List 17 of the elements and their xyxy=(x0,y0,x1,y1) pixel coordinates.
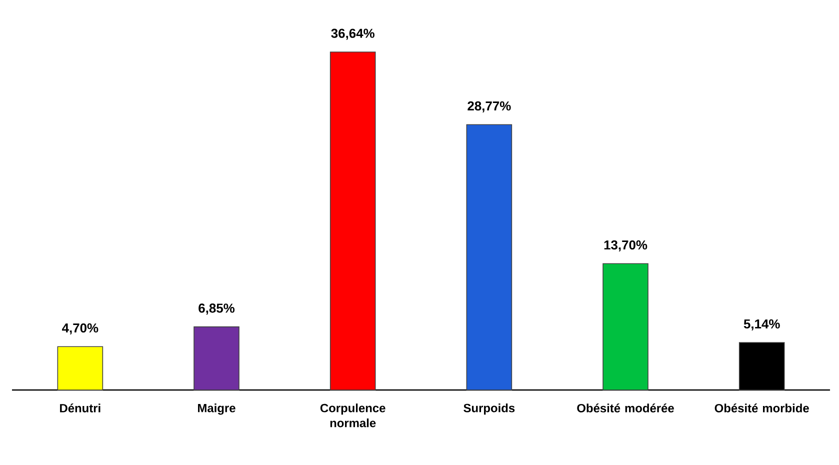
data-label: 28,77% xyxy=(468,101,511,112)
data-label: 5,14% xyxy=(744,319,780,330)
bar xyxy=(330,52,376,390)
bar xyxy=(466,124,512,390)
bar xyxy=(602,263,648,390)
bar xyxy=(57,346,104,390)
x-tick-label: Surpoids xyxy=(464,404,515,415)
x-tick-label: Maigre xyxy=(198,404,236,415)
data-label: 6,85% xyxy=(198,304,235,315)
x-tick-label: Dénutri xyxy=(60,404,100,412)
data-label: 4,70% xyxy=(62,323,98,334)
bar xyxy=(194,326,240,390)
data-label: 13,70% xyxy=(604,240,648,252)
x-tick-label: Obésité modérée xyxy=(577,404,674,412)
x-tick-label: Corpulence normale xyxy=(320,404,386,428)
x-tick-label: Obésité morbide xyxy=(714,404,809,412)
data-label: 36,64% xyxy=(331,28,374,40)
